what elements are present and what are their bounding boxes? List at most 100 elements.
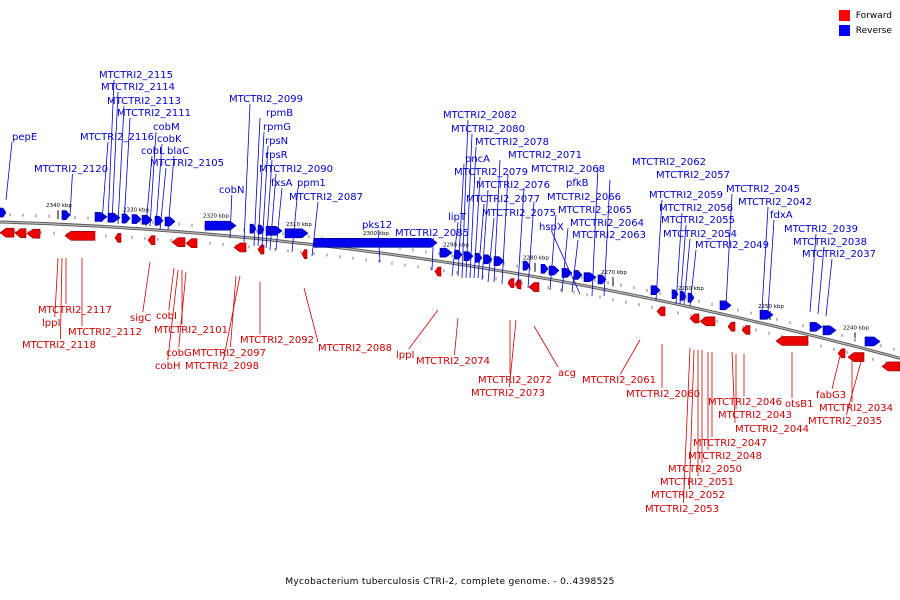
reverse-gene-label[interactable]: MTCTRI2_2114 [101, 82, 175, 93]
forward-gene-label[interactable]: MTCTRI2_2072 [478, 375, 552, 386]
reverse-gene-label[interactable]: MTCTRI2_2099 [229, 94, 303, 105]
reverse-gene-label[interactable]: pfkB [566, 178, 589, 189]
reverse-gene-label[interactable]: MTCTRI2_2105 [150, 158, 224, 169]
reverse-gene[interactable] [454, 249, 463, 260]
reverse-gene[interactable] [573, 270, 583, 280]
reverse-gene-label[interactable]: MTCTRI2_2077 [466, 194, 540, 205]
forward-gene[interactable] [301, 249, 308, 259]
forward-gene[interactable] [64, 230, 96, 241]
reverse-gene[interactable] [164, 216, 176, 227]
forward-gene[interactable] [507, 278, 515, 288]
reverse-gene[interactable] [650, 285, 661, 295]
reverse-gene-label[interactable]: rpmB [266, 108, 293, 119]
forward-gene-label[interactable]: MTCTRI2_2047 [693, 438, 767, 449]
reverse-gene-label[interactable]: rpmG [263, 122, 291, 133]
forward-gene-label[interactable]: cobH [155, 361, 180, 372]
reverse-gene-label[interactable]: MTCTRI2_2113 [107, 96, 181, 107]
forward-gene[interactable] [0, 227, 15, 238]
reverse-gene-label[interactable]: MTCTRI2_2076 [476, 180, 550, 191]
reverse-gene-label[interactable]: fxsA [271, 178, 293, 189]
reverse-gene[interactable] [439, 247, 453, 258]
reverse-gene[interactable] [463, 251, 474, 261]
forward-gene-label[interactable]: MTCTRI2_2048 [688, 451, 762, 462]
forward-gene[interactable] [185, 238, 198, 248]
forward-gene-label[interactable]: MTCTRI2_2035 [808, 416, 882, 427]
forward-gene[interactable] [14, 228, 27, 238]
forward-gene-label[interactable]: MTCTRI2_2074 [416, 356, 490, 367]
forward-gene-label[interactable]: MTCTRI2_2046 [708, 397, 782, 408]
reverse-gene-label[interactable]: fdxA [770, 210, 793, 221]
reverse-gene-label[interactable]: MTCTRI2_2054 [663, 229, 737, 240]
forward-gene-label[interactable]: MTCTRI2_2061 [582, 375, 656, 386]
forward-gene[interactable] [26, 228, 41, 239]
reverse-gene-label[interactable]: rpsN [265, 136, 288, 147]
forward-gene-label[interactable]: MTCTRI2_2060 [626, 389, 700, 400]
forward-gene[interactable] [741, 325, 751, 335]
reverse-gene[interactable] [822, 325, 837, 336]
reverse-gene-label[interactable]: MTCTRI2_2111 [117, 108, 191, 119]
reverse-gene-label[interactable]: MTCTRI2_2085 [395, 228, 469, 239]
forward-gene[interactable] [147, 235, 156, 245]
forward-gene[interactable] [689, 313, 700, 324]
forward-gene-label[interactable]: MTCTRI2_2098 [185, 361, 259, 372]
forward-gene[interactable] [171, 237, 186, 247]
reverse-gene[interactable] [131, 214, 142, 224]
forward-gene-label[interactable]: MTCTRI2_2101 [154, 325, 228, 336]
reverse-gene-label[interactable]: cobL [141, 146, 165, 157]
forward-gene-label[interactable]: otsB1 [785, 399, 813, 410]
forward-gene[interactable] [727, 321, 736, 332]
reverse-gene-label[interactable]: hspX [539, 222, 564, 233]
forward-gene[interactable] [257, 244, 265, 255]
forward-gene[interactable] [837, 348, 846, 359]
reverse-gene[interactable] [284, 228, 309, 239]
forward-gene-label[interactable]: MTCTRI2_2088 [318, 343, 392, 354]
reverse-gene-label[interactable]: MTCTRI2_2116 [80, 132, 154, 143]
forward-gene[interactable] [656, 306, 666, 317]
reverse-gene-label[interactable]: MTCTRI2_2087 [289, 192, 363, 203]
reverse-gene[interactable] [864, 336, 881, 347]
forward-gene-label[interactable]: MTCTRI2_2118 [22, 340, 96, 351]
reverse-gene[interactable] [141, 215, 153, 225]
forward-gene-label[interactable]: MTCTRI2_2044 [735, 424, 809, 435]
forward-gene-label[interactable]: MTCTRI2_2097 [192, 348, 266, 359]
reverse-gene-label[interactable]: MTCTRI2_2075 [482, 208, 556, 219]
forward-gene[interactable] [233, 242, 247, 253]
forward-gene[interactable] [514, 279, 522, 290]
forward-gene[interactable] [699, 316, 716, 327]
reverse-gene-label[interactable]: MTCTRI2_2045 [726, 184, 800, 195]
reverse-gene-label[interactable]: MTCTRI2_2056 [659, 203, 733, 214]
reverse-gene-label[interactable]: ppm1 [297, 178, 326, 189]
reverse-gene[interactable] [94, 212, 108, 222]
forward-gene-label[interactable]: MTCTRI2_2052 [651, 490, 725, 501]
reverse-gene-label[interactable]: MTCTRI2_2071 [508, 150, 582, 161]
forward-gene-label[interactable]: MTCTRI2_2043 [718, 410, 792, 421]
reverse-gene-label[interactable]: MTCTRI2_2120 [34, 164, 108, 175]
forward-gene-label[interactable]: lppI [396, 350, 414, 361]
reverse-gene-label[interactable]: MTCTRI2_2066 [547, 192, 621, 203]
forward-gene-label[interactable]: MTCTRI2_2053 [645, 504, 719, 515]
reverse-gene[interactable] [204, 220, 237, 231]
forward-gene-label[interactable]: MTCTRI2_2050 [668, 464, 742, 475]
reverse-gene-label[interactable]: cobM [153, 122, 180, 133]
reverse-gene[interactable] [257, 224, 265, 235]
forward-gene-label[interactable]: MTCTRI2_2051 [660, 477, 734, 488]
reverse-gene[interactable] [474, 252, 483, 263]
reverse-gene-label[interactable]: blaC [167, 146, 189, 157]
reverse-gene[interactable] [61, 210, 71, 220]
reverse-gene-label[interactable]: MTCTRI2_2057 [656, 170, 730, 181]
reverse-gene-label[interactable]: MTCTRI2_2055 [661, 215, 735, 226]
reverse-gene-label[interactable]: MTCTRI2_2059 [649, 190, 723, 201]
reverse-gene-label[interactable]: MTCTRI2_2064 [570, 218, 644, 229]
reverse-gene[interactable] [0, 207, 7, 218]
reverse-gene-label[interactable]: MTCTRI2_2115 [99, 70, 173, 81]
reverse-gene[interactable] [548, 265, 560, 276]
reverse-gene[interactable] [809, 322, 823, 332]
forward-gene[interactable] [114, 233, 122, 243]
forward-gene[interactable] [775, 336, 809, 346]
forward-gene-label[interactable]: MTCTRI2_2034 [819, 403, 893, 414]
forward-gene-label[interactable]: acg [558, 368, 576, 379]
reverse-gene[interactable] [121, 213, 131, 224]
forward-gene-label[interactable]: MTCTRI2_2112 [68, 327, 142, 338]
reverse-gene-label[interactable]: pncA [465, 154, 490, 165]
reverse-gene-label[interactable]: cobN [219, 185, 244, 196]
